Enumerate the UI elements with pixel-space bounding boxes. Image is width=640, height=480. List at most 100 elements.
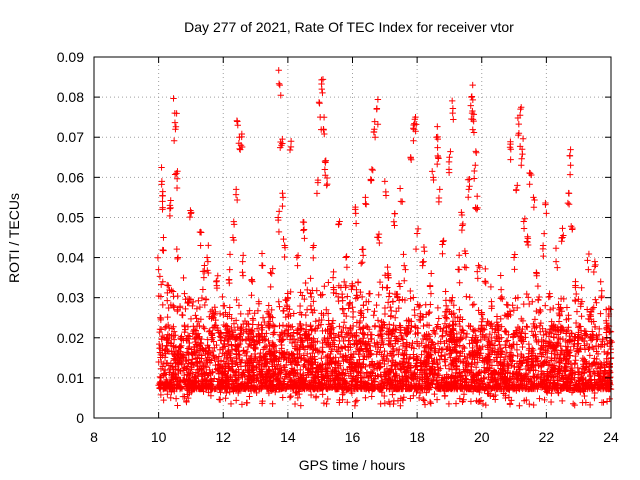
band-point — [526, 400, 533, 408]
data-point — [401, 277, 408, 284]
data-point — [458, 226, 466, 234]
data-point — [429, 168, 436, 175]
data-point — [267, 283, 274, 291]
data-point — [205, 242, 212, 249]
band-point — [397, 322, 404, 330]
data-point — [420, 258, 427, 265]
band-point — [395, 280, 403, 287]
band-point — [434, 304, 442, 312]
data-point — [590, 268, 598, 276]
band-point — [340, 337, 347, 345]
data-point — [174, 255, 181, 263]
data-point — [412, 245, 420, 253]
band-point — [341, 278, 348, 286]
band-point — [469, 301, 476, 309]
band-point — [244, 310, 252, 318]
band-point — [442, 362, 449, 369]
data-point — [362, 194, 369, 201]
data-point — [524, 241, 532, 249]
band-point — [159, 301, 166, 309]
data-point — [159, 198, 166, 205]
band-point — [200, 323, 207, 331]
data-point — [339, 297, 346, 304]
band-point — [304, 286, 311, 294]
band-point — [528, 328, 536, 335]
band-point — [354, 278, 362, 286]
y-tick-label: 0 — [76, 410, 84, 426]
data-point — [359, 252, 367, 259]
band-point — [349, 313, 357, 321]
data-point — [526, 181, 533, 188]
band-point — [233, 296, 240, 304]
data-point — [192, 312, 199, 319]
band-point — [341, 333, 349, 341]
data-point — [396, 185, 404, 192]
data-point — [373, 105, 381, 112]
band-point — [492, 396, 499, 403]
band-point — [504, 337, 511, 344]
band-point — [452, 400, 460, 407]
band-point — [559, 397, 566, 405]
data-point — [511, 251, 518, 258]
data-point — [368, 166, 376, 173]
data-point — [275, 208, 283, 215]
band-point — [586, 352, 594, 359]
band-point — [312, 393, 320, 400]
data-point — [156, 273, 164, 280]
data-point — [390, 218, 398, 225]
band-point — [544, 353, 551, 361]
band-point — [325, 279, 332, 286]
band-point — [496, 341, 503, 349]
data-point — [487, 283, 495, 291]
band-point — [293, 327, 301, 334]
data-point — [475, 262, 482, 269]
data-point — [542, 199, 549, 207]
band-point — [193, 315, 200, 322]
data-point — [585, 250, 593, 258]
dense-point-band — [155, 272, 615, 409]
band-point — [430, 327, 437, 334]
band-point — [547, 398, 555, 406]
band-point — [307, 275, 314, 282]
band-point — [433, 324, 440, 332]
data-point — [166, 205, 174, 212]
band-point — [395, 351, 402, 358]
band-point — [407, 395, 414, 402]
data-point — [281, 253, 288, 261]
band-point — [456, 395, 464, 402]
data-point — [170, 137, 178, 144]
band-point — [583, 306, 591, 313]
data-point — [540, 252, 547, 260]
band-point — [235, 302, 243, 309]
data-point — [510, 254, 518, 261]
band-point — [345, 305, 352, 312]
band-point — [370, 312, 377, 319]
data-point — [329, 274, 337, 281]
data-point — [469, 81, 476, 89]
band-point — [167, 394, 174, 402]
data-point — [384, 284, 391, 291]
band-point — [364, 306, 371, 313]
data-point — [503, 301, 510, 308]
band-point — [214, 358, 222, 365]
band-point — [160, 396, 167, 404]
data-point — [226, 251, 234, 258]
band-point — [166, 324, 173, 332]
data-point — [514, 182, 521, 189]
data-point — [428, 270, 435, 277]
band-point — [246, 307, 253, 314]
data-point — [221, 302, 228, 309]
band-point — [407, 287, 414, 295]
data-point — [319, 76, 327, 83]
x-tick-label: 10 — [151, 429, 167, 445]
band-point — [302, 321, 310, 329]
data-point — [239, 258, 246, 265]
data-point — [534, 282, 542, 290]
band-point — [519, 343, 526, 351]
band-point — [228, 346, 236, 353]
band-point — [279, 322, 287, 329]
data-point — [287, 138, 295, 145]
band-point — [238, 326, 245, 334]
data-point — [559, 225, 566, 232]
data-point — [539, 245, 547, 253]
